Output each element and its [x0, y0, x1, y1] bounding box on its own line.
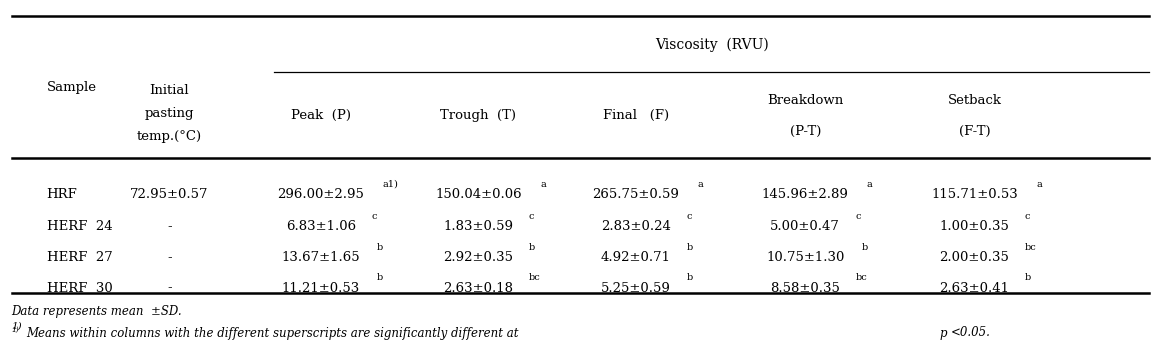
Text: Data represents mean  ±SD.: Data represents mean ±SD.	[12, 305, 182, 318]
Text: b: b	[1025, 274, 1032, 282]
Text: 145.96±2.89: 145.96±2.89	[762, 188, 848, 201]
Text: Setback: Setback	[948, 94, 1001, 107]
Text: (F-T): (F-T)	[958, 125, 991, 138]
Text: 265.75±0.59: 265.75±0.59	[593, 188, 679, 201]
Text: ¹⁾: ¹⁾	[12, 327, 20, 339]
Text: 4.92±0.71: 4.92±0.71	[601, 251, 671, 264]
Text: Viscosity  (RVU): Viscosity (RVU)	[655, 38, 769, 52]
Text: b: b	[686, 274, 693, 282]
Text: b: b	[377, 274, 383, 282]
Text: HRF: HRF	[47, 188, 77, 201]
Text: 6.83±1.06: 6.83±1.06	[286, 220, 356, 233]
Text: 150.04±0.06: 150.04±0.06	[435, 188, 522, 201]
Text: b: b	[861, 243, 867, 252]
Text: b: b	[529, 243, 536, 252]
Text: c: c	[686, 212, 692, 221]
Text: Means within columns with the different superscripts are significantly different: Means within columns with the different …	[26, 327, 522, 339]
Text: -: -	[167, 251, 172, 264]
Text: 5.25±0.59: 5.25±0.59	[601, 282, 671, 294]
Text: 1.00±0.35: 1.00±0.35	[939, 220, 1009, 233]
Text: b: b	[377, 243, 383, 252]
Text: Final   (F): Final (F)	[603, 109, 669, 122]
Text: HERF  24: HERF 24	[47, 220, 112, 233]
Text: Breakdown: Breakdown	[767, 94, 844, 107]
Text: 13.67±1.65: 13.67±1.65	[281, 251, 361, 264]
Text: bc: bc	[855, 274, 867, 282]
Text: Trough  (T): Trough (T)	[440, 109, 517, 122]
Text: c: c	[855, 212, 861, 221]
Text: a1): a1)	[383, 180, 398, 189]
Text: (P-T): (P-T)	[790, 125, 820, 138]
Text: a: a	[867, 180, 873, 189]
Text: a: a	[698, 180, 704, 189]
Text: pasting: pasting	[145, 107, 194, 120]
Text: 2.83±0.24: 2.83±0.24	[601, 220, 671, 233]
Text: 2.00±0.35: 2.00±0.35	[939, 251, 1009, 264]
Text: c: c	[1025, 212, 1030, 221]
Text: <0.05.: <0.05.	[951, 327, 991, 339]
Text: -: -	[167, 220, 172, 233]
Text: 8.58±0.35: 8.58±0.35	[770, 282, 840, 294]
Text: 10.75±1.30: 10.75±1.30	[766, 251, 845, 264]
Text: Initial: Initial	[149, 84, 189, 96]
Text: temp.(°C): temp.(°C)	[137, 130, 202, 143]
Text: 2.92±0.35: 2.92±0.35	[443, 251, 513, 264]
Text: 2.63±0.41: 2.63±0.41	[939, 282, 1009, 294]
Text: 11.21±0.53: 11.21±0.53	[281, 282, 361, 294]
Text: c: c	[529, 212, 534, 221]
Text: c: c	[371, 212, 377, 221]
Text: 296.00±2.95: 296.00±2.95	[278, 188, 364, 201]
Text: bc: bc	[529, 274, 540, 282]
Text: 2.63±0.18: 2.63±0.18	[443, 282, 513, 294]
Text: 72.95±0.57: 72.95±0.57	[130, 188, 209, 201]
Text: 1.83±0.59: 1.83±0.59	[443, 220, 513, 233]
Text: Sample: Sample	[47, 81, 97, 94]
Text: HERF  27: HERF 27	[47, 251, 112, 264]
Text: p: p	[939, 327, 946, 339]
Text: 5.00±0.47: 5.00±0.47	[770, 220, 840, 233]
Text: 115.71±0.53: 115.71±0.53	[931, 188, 1018, 201]
Text: -: -	[167, 282, 172, 294]
Text: 1): 1)	[12, 321, 22, 330]
Text: b: b	[686, 243, 693, 252]
Text: a: a	[1036, 180, 1042, 189]
Text: Peak  (P): Peak (P)	[291, 109, 351, 122]
Text: a: a	[540, 180, 546, 189]
Text: bc: bc	[1025, 243, 1036, 252]
Text: HERF  30: HERF 30	[47, 282, 112, 294]
